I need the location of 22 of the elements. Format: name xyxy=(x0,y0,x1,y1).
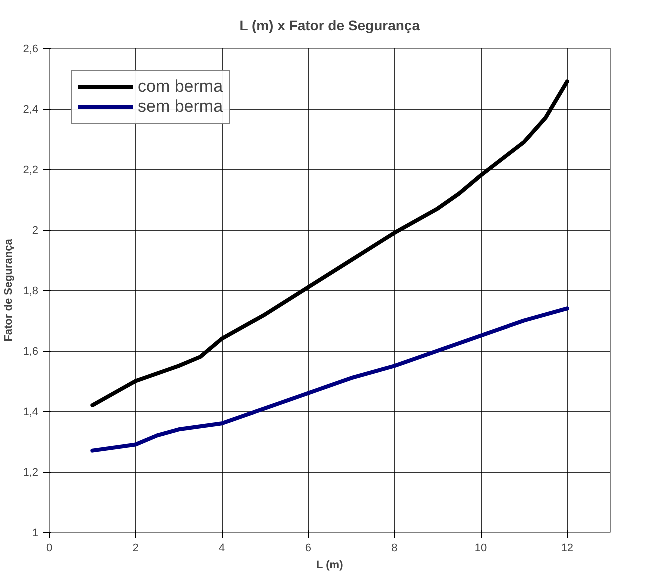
y-tick-label: 1,6 xyxy=(23,346,39,358)
x-tick-label: 8 xyxy=(392,542,398,554)
y-tick-label: 2,6 xyxy=(23,44,39,56)
x-tick-label: 2 xyxy=(132,542,139,554)
y-tick-label: 1,2 xyxy=(23,467,39,479)
chart-title: L (m) x Fator de Segurança xyxy=(240,18,420,34)
x-axis-title: L (m) xyxy=(316,560,344,572)
y-tick-label: 2 xyxy=(32,225,39,237)
x-tick-label: 12 xyxy=(561,542,574,554)
line-series xyxy=(90,306,570,453)
y-tick-label: 2,2 xyxy=(23,164,39,176)
x-tick-label: 6 xyxy=(305,542,312,554)
legend-label: sem berma xyxy=(138,97,224,117)
y-tick-label: 1,8 xyxy=(23,286,39,298)
x-tick-label: 10 xyxy=(474,542,488,554)
y-axis-title: Fator de Segurança xyxy=(3,238,16,342)
x-tick-label: 4 xyxy=(219,542,226,554)
y-tick-label: 1,4 xyxy=(23,406,39,418)
legend-label: com berma xyxy=(138,77,224,97)
y-tick-label: 2,4 xyxy=(23,104,39,116)
y-tick-label: 1 xyxy=(32,528,39,540)
x-tick-label: 0 xyxy=(46,542,53,554)
